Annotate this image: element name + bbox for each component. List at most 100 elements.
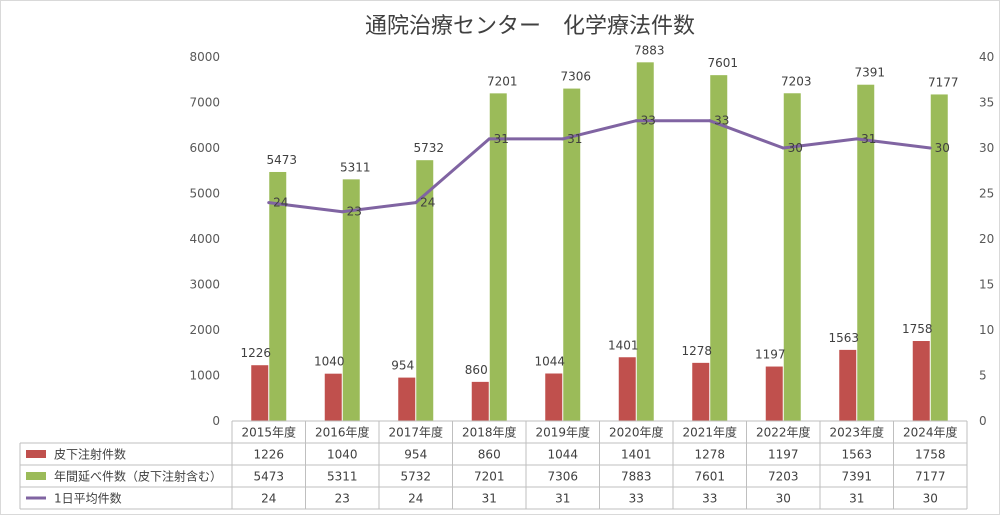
line-data-label: 33	[641, 114, 656, 128]
table-cell: 31	[849, 492, 864, 506]
right-tick-label: 10	[979, 323, 994, 337]
table-cell: 1758	[915, 448, 946, 462]
data-table: 2015年度 2016年度 2017年度 2018年度 2019年度 2020年度 2021…	[19, 420, 968, 510]
bar-data-label: 1278	[681, 344, 712, 358]
right-tick-label: 20	[979, 232, 994, 246]
right-tick-label: 40	[979, 50, 994, 64]
bar-data-label: 7201	[487, 74, 518, 88]
bar-data-label: 7391	[854, 66, 885, 80]
table-cell: 5732	[400, 470, 431, 484]
left-tick-label: 0	[212, 414, 220, 428]
bar-subcutaneous	[692, 362, 710, 421]
line-data-label: 31	[861, 132, 876, 146]
line-point	[928, 146, 932, 150]
right-tick-label: 25	[979, 187, 994, 201]
bar-subcutaneous	[912, 341, 930, 421]
bar-subcutaneous	[839, 349, 857, 421]
legend-swatch	[26, 450, 46, 458]
data-labels: 1226 1040 954 860 1044 1401 1278 1197 1563 1758 54…	[240, 43, 958, 377]
category-label: 2023年度	[829, 425, 884, 440]
left-tick-label: 6000	[189, 141, 220, 155]
left-tick-label: 5000	[189, 187, 220, 201]
line-point	[487, 137, 491, 141]
line-data-label: 24	[273, 196, 288, 210]
line-point	[708, 119, 712, 123]
right-tick-label: 5	[979, 369, 987, 383]
bar-subcutaneous	[618, 357, 636, 421]
line-point	[781, 146, 785, 150]
legend-label: 年間延べ件数（皮下注射含む）	[54, 469, 222, 484]
line-data-label: 30	[788, 141, 803, 155]
category-label: 2016年度	[315, 425, 370, 440]
bar-subcutaneous	[324, 373, 342, 421]
category-label: 2018年度	[462, 425, 517, 440]
bar-subcutaneous	[471, 381, 489, 421]
left-tick-label: 3000	[189, 278, 220, 292]
line-point	[267, 201, 271, 205]
left-axis: 0 1000 2000 3000 4000 5000 6000 7000 8000	[189, 50, 220, 428]
bar-annual-total	[563, 88, 581, 422]
line-point	[561, 137, 565, 141]
table-cell: 23	[335, 492, 350, 506]
bar-annual-total	[930, 94, 948, 421]
line-data-label: 23	[347, 205, 362, 219]
table-cell: 24	[261, 492, 276, 506]
table-cell: 1401	[621, 448, 652, 462]
bar-data-label: 860	[465, 363, 488, 377]
table-cell: 7203	[768, 470, 799, 484]
line-point	[414, 201, 418, 205]
table-cell: 1044	[547, 448, 578, 462]
bar-data-label: 7601	[707, 56, 738, 70]
table-cell: 1563	[841, 448, 872, 462]
table-cell: 33	[702, 492, 717, 506]
bar-subcutaneous	[398, 377, 416, 421]
table-cell: 7177	[915, 470, 946, 484]
category-label: 2021年度	[682, 425, 737, 440]
right-tick-label: 30	[979, 141, 994, 155]
bar-data-label: 7203	[781, 74, 812, 88]
table-cell: 7201	[474, 470, 505, 484]
line-data-label: 31	[567, 132, 582, 146]
table-cell: 24	[408, 492, 423, 506]
table-cell: 7391	[841, 470, 872, 484]
category-label: 2022年度	[756, 425, 811, 440]
table-cell: 30	[776, 492, 791, 506]
bar-data-label: 5732	[413, 141, 444, 155]
table-cell: 33	[629, 492, 644, 506]
bar-subcutaneous	[765, 366, 783, 421]
bar-annual-total	[489, 93, 507, 422]
bar-subcutaneous	[251, 365, 269, 421]
bar-annual-total	[710, 75, 728, 421]
bar-data-label: 954	[391, 359, 414, 373]
legend-swatch	[26, 472, 46, 480]
category-label: 2020年度	[609, 425, 664, 440]
table-cell: 31	[482, 492, 497, 506]
table-cell: 1040	[327, 448, 358, 462]
bars	[251, 62, 948, 422]
bar-data-label: 1040	[314, 355, 345, 369]
legend-label: 1日平均件数	[54, 491, 122, 506]
left-tick-label: 1000	[189, 369, 220, 383]
bar-annual-total	[783, 93, 801, 422]
bar-data-label: 7306	[560, 70, 591, 84]
category-label: 2015年度	[241, 425, 296, 440]
right-tick-label: 15	[979, 278, 994, 292]
bar-data-label: 7883	[634, 43, 665, 57]
legend-label: 皮下注射件数	[54, 447, 126, 462]
left-tick-label: 2000	[189, 323, 220, 337]
table-cell: 30	[923, 492, 938, 506]
left-tick-label: 4000	[189, 232, 220, 246]
line-data-label: 30	[935, 141, 950, 155]
bar-annual-total	[857, 84, 875, 421]
category-label: 2017年度	[388, 425, 443, 440]
bar-data-label: 1758	[902, 322, 933, 336]
right-axis: 0 5 10 15 20 25 30 35 40	[979, 50, 994, 428]
line-series	[267, 119, 932, 214]
line-point	[340, 210, 344, 214]
line-daily-average	[268, 119, 931, 214]
table-cell: 7601	[694, 470, 725, 484]
bar-data-label: 1197	[755, 348, 786, 362]
line-data-label: 31	[494, 132, 509, 146]
table-cell: 1278	[694, 448, 725, 462]
right-tick-label: 35	[979, 96, 994, 110]
